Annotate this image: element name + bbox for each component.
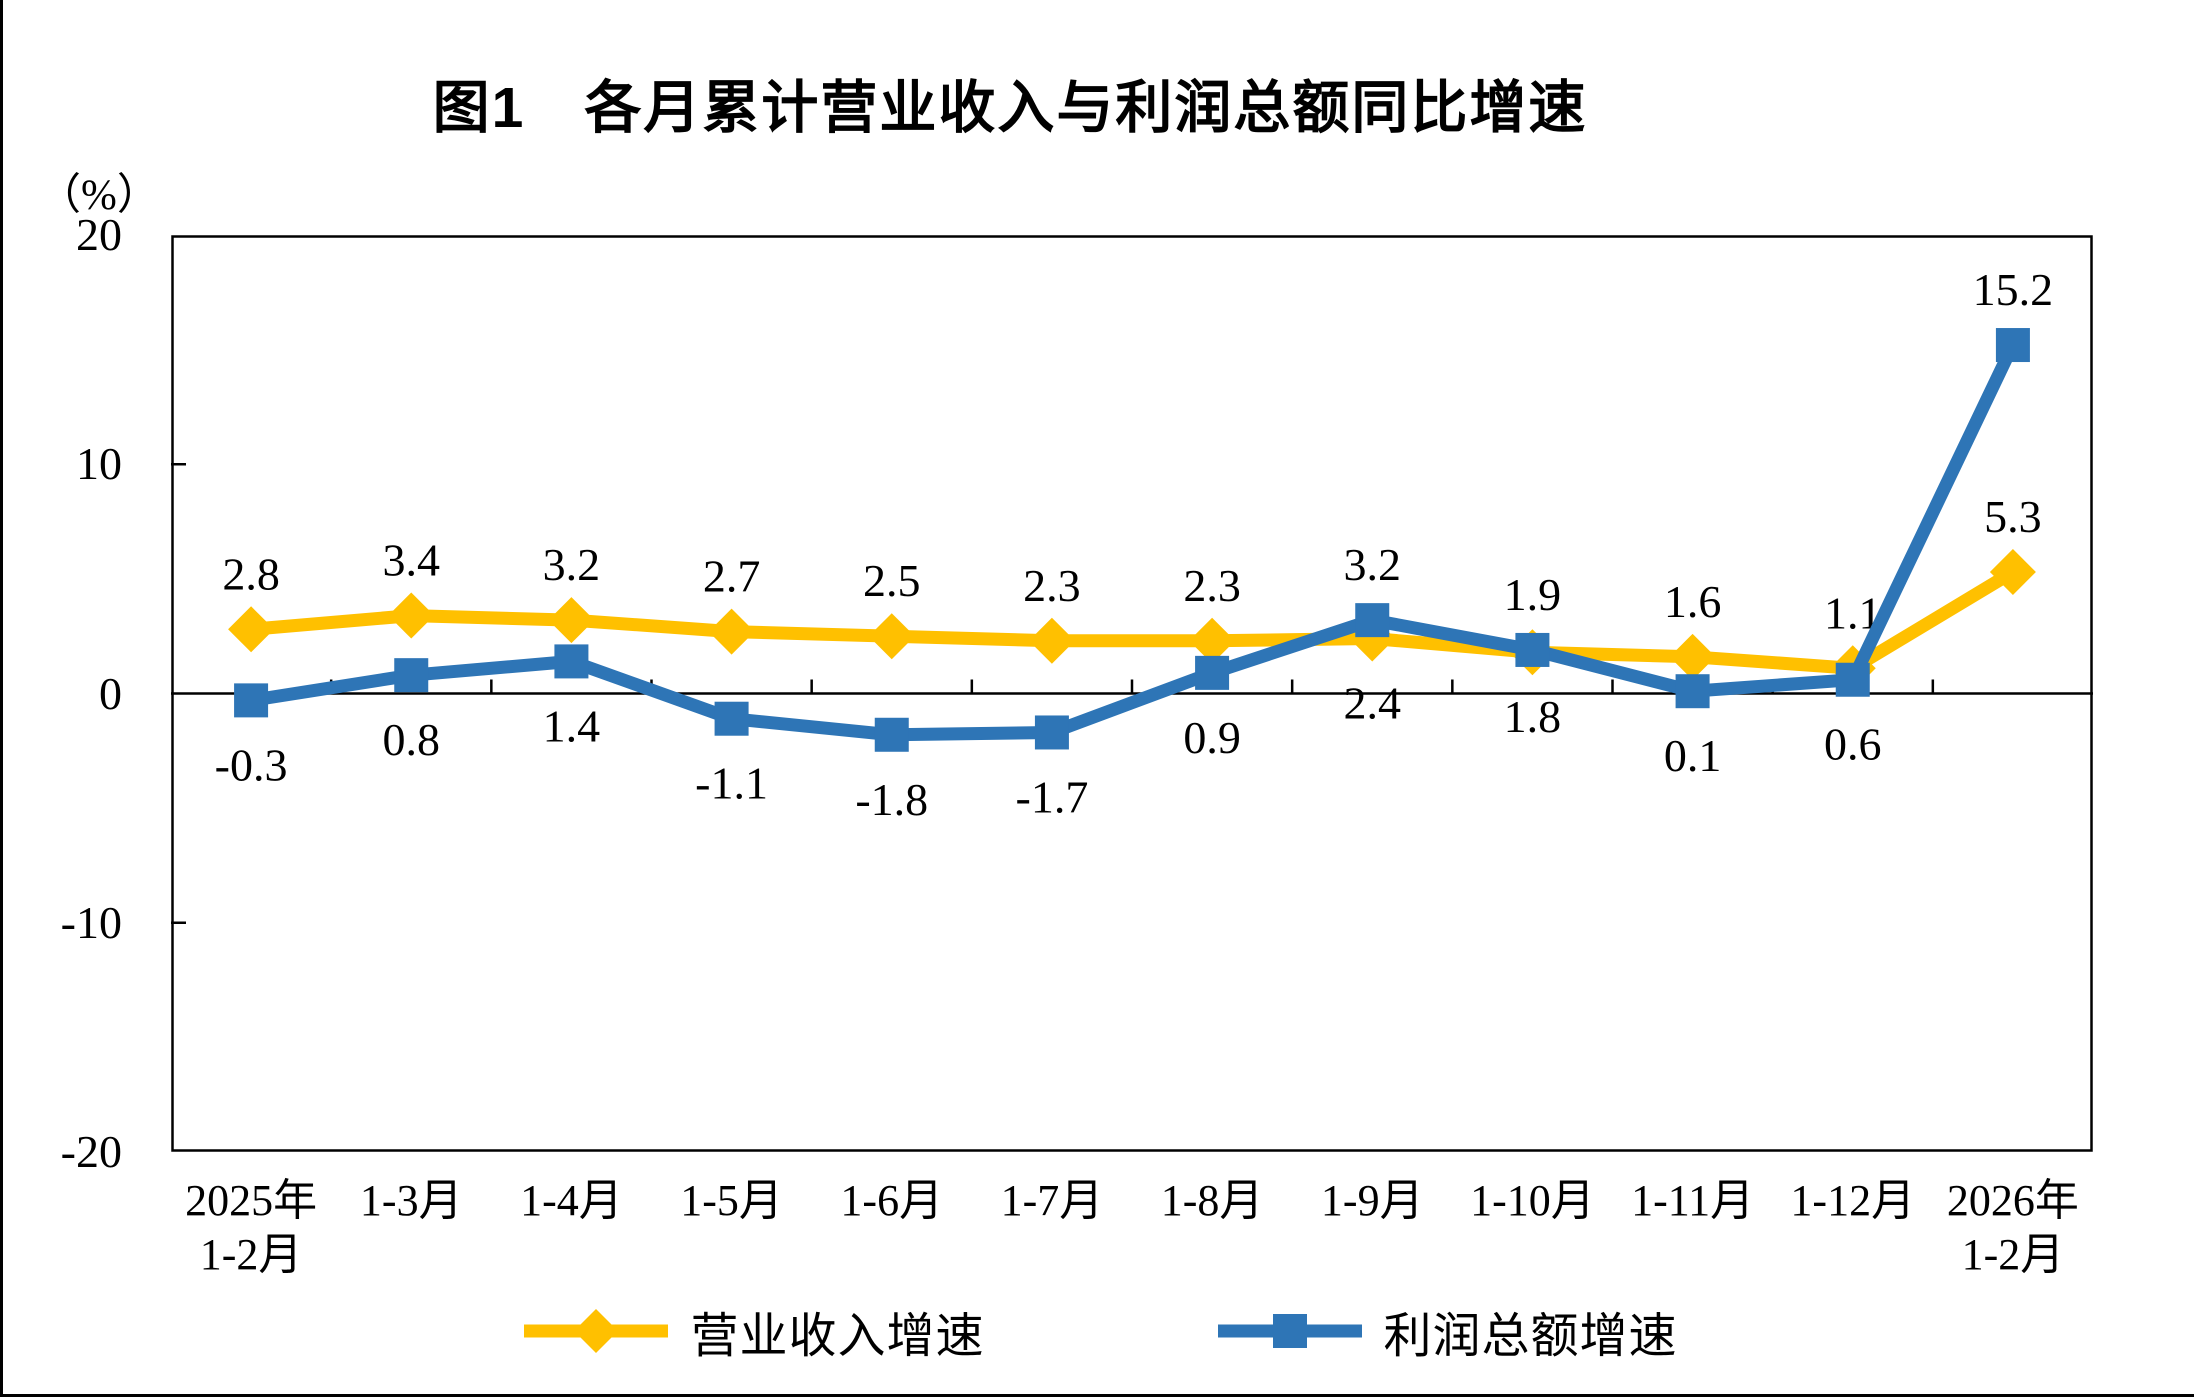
data-label: 1.6	[1664, 576, 1722, 627]
legend: 营业收入增速 利润总额增速	[0, 1296, 2194, 1366]
data-point-marker	[1995, 328, 2030, 363]
revenue-series-legend-marker-icon	[524, 1309, 669, 1353]
data-label: 2.5	[863, 555, 921, 606]
data-label: 0.6	[1824, 719, 1882, 770]
data-label: 5.3	[1984, 491, 2042, 542]
data-label: 0.8	[383, 714, 441, 765]
x-axis-label: 1-7月	[932, 1174, 1172, 1228]
x-axis-label: 2026年 1-2月	[1893, 1174, 2133, 1282]
data-point-marker	[714, 701, 749, 736]
y-tick-label: 0	[99, 667, 122, 719]
data-point-marker	[1189, 617, 1236, 664]
profit-series-legend-marker-icon	[1217, 1314, 1362, 1348]
data-point-marker	[1515, 632, 1550, 667]
x-axis-label: 1-3月	[291, 1174, 531, 1228]
x-axis-label-line: 1-7月	[1000, 1176, 1104, 1225]
data-label: 1.8	[1504, 691, 1562, 742]
data-point-marker	[554, 644, 589, 679]
data-label: 2.3	[1023, 560, 1081, 611]
data-label: 2.3	[1183, 560, 1241, 611]
x-axis-label-line: 1-2月	[1961, 1230, 2065, 1279]
data-point-marker	[1989, 548, 2036, 595]
data-label: 3.2	[543, 539, 601, 590]
data-label: -0.3	[215, 739, 288, 790]
figure-bottom-border	[0, 1394, 2194, 1397]
data-label: -1.7	[1016, 771, 1089, 822]
x-axis-label: 1-6月	[772, 1174, 1012, 1228]
y-tick-label: -20	[60, 1126, 122, 1177]
x-axis-label-line: 1-8月	[1160, 1176, 1264, 1225]
x-axis-label: 1-8月	[1092, 1174, 1332, 1228]
data-point-marker	[1028, 617, 1075, 664]
data-label: -1.8	[855, 774, 928, 825]
data-point-marker	[548, 597, 595, 644]
y-tick-label: 10	[76, 438, 122, 490]
data-label: 2.8	[222, 548, 279, 599]
data-point-marker	[394, 658, 429, 693]
series-line-0	[244, 565, 2020, 675]
legend-item-revenue: 营业收入增速	[516, 1296, 984, 1366]
data-point-marker	[1835, 662, 1870, 697]
data-label: 15.2	[1973, 264, 2053, 315]
x-axis-label: 1-11月	[1573, 1174, 1813, 1228]
x-axis-label: 1-12月	[1733, 1174, 1973, 1228]
legend-label-revenue: 营业收入增速	[690, 1310, 985, 1363]
data-point-marker	[1675, 674, 1710, 709]
data-point-marker	[708, 608, 755, 655]
x-axis-label-line: 1-11月	[1631, 1176, 1755, 1225]
figure-left-border	[0, 0, 3, 1397]
data-point-marker	[874, 717, 909, 752]
x-axis-label-line: 1-9月	[1320, 1176, 1424, 1225]
x-axis-label-line: 1-6月	[840, 1176, 944, 1225]
plot-area: 2.8 3.4 3.2 2.7 2.5 2.3 2.32.4 1.81.6 1.15.3-0.3…	[171, 235, 2093, 1152]
data-label: 1.4	[543, 700, 601, 751]
x-axis-label-line: 1-12月	[1790, 1176, 1916, 1225]
data-point-marker	[234, 683, 269, 718]
x-axis-label-line: 1-2月	[199, 1230, 303, 1279]
legend-label-profit: 利润总额增速	[1383, 1310, 1678, 1363]
data-point-marker	[388, 592, 435, 639]
chart-title: 图1 各月累计营业收入与利润总额同比增速	[432, 76, 1588, 140]
data-point-marker	[868, 613, 915, 660]
data-label: 0.1	[1664, 730, 1722, 781]
x-axis-label-line: 2026年	[1946, 1176, 2079, 1225]
y-tick-label: -10	[60, 896, 122, 948]
x-axis-label-line: 1-5月	[680, 1176, 783, 1225]
data-label: 3.2	[1344, 539, 1402, 590]
data-label: 0.9	[1183, 712, 1241, 763]
x-axis-label: 2025年 1-2月	[131, 1174, 371, 1282]
data-point-marker	[1349, 615, 1396, 662]
y-tick-label: 20	[76, 209, 122, 260]
data-point-marker	[1669, 633, 1716, 680]
series-line-1	[244, 338, 2020, 742]
data-point-marker	[1355, 603, 1390, 638]
data-label: -1.1	[695, 758, 768, 809]
data-point-marker	[228, 606, 275, 653]
data-label: 1.9	[1504, 569, 1562, 620]
data-label: 2.7	[703, 551, 761, 602]
x-axis-label-line: 1-10月	[1470, 1176, 1595, 1225]
x-axis-label: 1-10月	[1412, 1174, 1652, 1228]
x-axis-label: 1-5月	[612, 1174, 852, 1228]
y-axis-unit-label: （%）	[38, 172, 160, 219]
x-axis-label: 1-9月	[1252, 1174, 1492, 1228]
x-axis-label-line: 2025年	[185, 1176, 318, 1225]
data-point-marker	[1034, 715, 1069, 750]
x-axis-label: 1-4月	[451, 1174, 691, 1228]
data-label: 2.4	[1344, 677, 1402, 728]
legend-item-profit: 利润总额增速	[1210, 1296, 1678, 1366]
x-axis-label-line: 1-3月	[359, 1176, 463, 1225]
x-axis-label-line: 1-4月	[520, 1176, 623, 1225]
data-point-marker	[1195, 655, 1230, 690]
data-label: 3.4	[383, 535, 441, 586]
